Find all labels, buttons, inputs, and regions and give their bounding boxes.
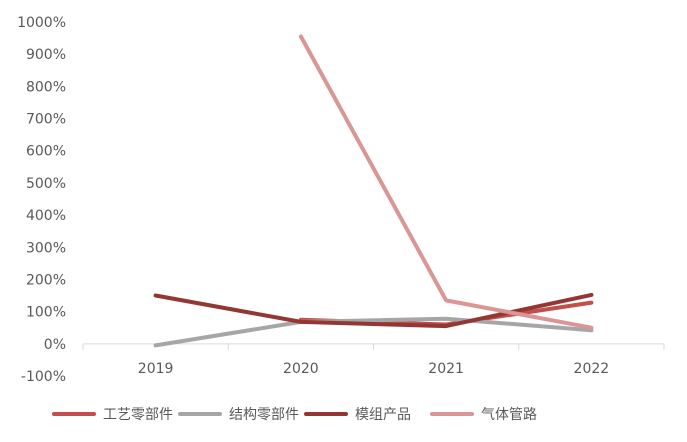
y-tick-label: 500% — [26, 176, 66, 192]
y-tick-label: 200% — [26, 272, 66, 288]
legend: 工艺零部件 结构零部件 模组产品 气体管路 — [52, 407, 537, 423]
y-tick-label: 300% — [26, 240, 66, 256]
x-tick-label: 2020 — [283, 361, 319, 377]
legend-label: 模组产品 — [355, 407, 411, 423]
y-tick-label: 1000% — [17, 15, 66, 31]
x-tick-label: 2021 — [428, 361, 464, 377]
y-tick-label: 100% — [26, 305, 66, 321]
x-tick-label: 2022 — [574, 361, 610, 377]
y-tick-label: 800% — [26, 79, 66, 95]
legend-label: 工艺零部件 — [103, 407, 173, 423]
axes: 1000% 900% 800% 700% 600% 500% 400% 300% 200% 100… — [17, 15, 665, 385]
y-tick-label: 0% — [44, 337, 66, 353]
y-tick-label: 700% — [26, 112, 66, 128]
y-tick-label: -100% — [21, 369, 66, 385]
legend-label: 气体管路 — [481, 407, 537, 423]
series-line-2 — [153, 316, 594, 348]
y-tick-label: 600% — [26, 144, 66, 160]
y-tick-label: 900% — [26, 47, 66, 63]
legend-label: 结构零部件 — [229, 407, 299, 423]
series-line-3 — [153, 292, 594, 329]
series-lines — [153, 34, 594, 348]
series-line-4 — [298, 34, 594, 330]
y-tick-label: 400% — [26, 208, 66, 224]
x-tick-label: 2019 — [138, 361, 174, 377]
